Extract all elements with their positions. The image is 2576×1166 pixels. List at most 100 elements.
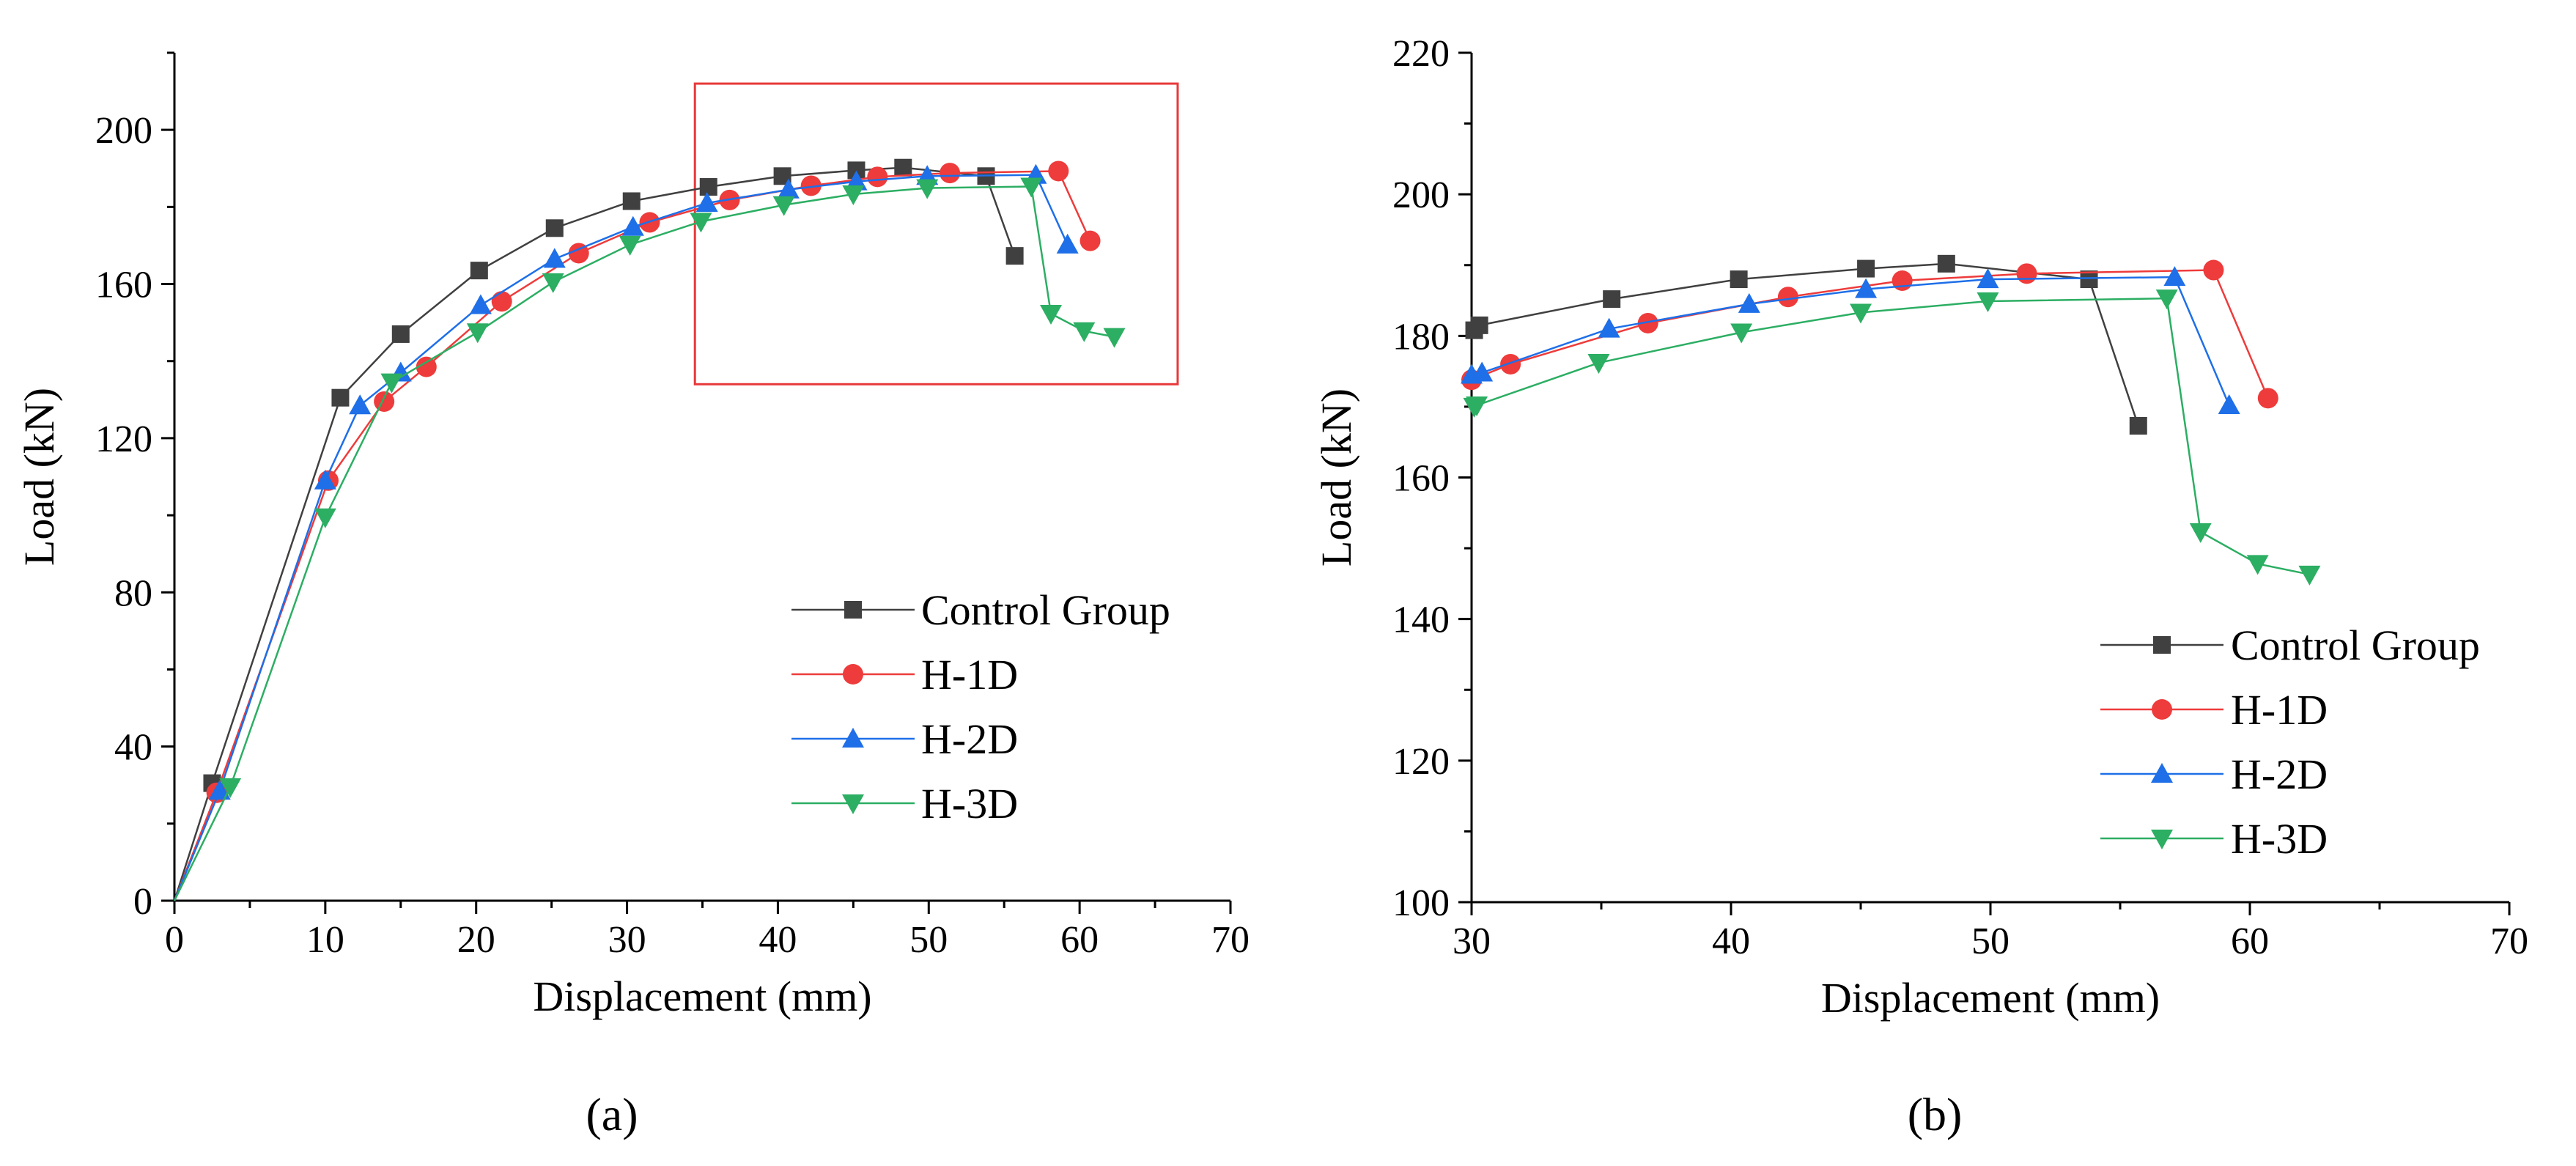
x-axis-title: Displacement (mm) bbox=[1821, 974, 2160, 1022]
y-tick-label: 40 bbox=[114, 727, 152, 769]
y-axis-title: Load (kN) bbox=[15, 388, 63, 566]
data-point-control-group bbox=[1470, 316, 1488, 334]
data-point-h-2d bbox=[695, 192, 718, 213]
data-point-h-3d bbox=[466, 323, 489, 344]
data-point-h-2d bbox=[543, 248, 566, 268]
data-point-h-3d bbox=[2155, 289, 2178, 310]
data-point-control-group bbox=[622, 192, 641, 210]
series-line-h-2d bbox=[1471, 276, 2230, 406]
y-tick-label: 120 bbox=[1392, 741, 1450, 783]
legend-label: H-3D bbox=[921, 780, 1018, 827]
legend-marker bbox=[844, 601, 862, 619]
data-point-h-3d bbox=[1103, 328, 1126, 348]
data-point-h-3d bbox=[1587, 354, 1610, 374]
data-point-h-3d bbox=[2246, 555, 2269, 575]
data-point-h-2d bbox=[314, 469, 336, 490]
legend-label: H-3D bbox=[2231, 815, 2328, 863]
legend-marker bbox=[842, 728, 864, 748]
data-point-h-2d bbox=[469, 294, 492, 314]
data-point-control-group bbox=[1937, 254, 1955, 273]
data-point-h-3d bbox=[1040, 305, 1063, 325]
y-tick-label: 200 bbox=[95, 110, 152, 152]
series-line-h-1d bbox=[1471, 269, 2269, 399]
y-tick-label: 100 bbox=[1392, 882, 1450, 924]
y-tick-label: 160 bbox=[1392, 458, 1450, 500]
x-tick-label: 40 bbox=[1712, 920, 1750, 962]
legend-item-h-2d: H-2D bbox=[791, 715, 1018, 763]
data-point-control-group bbox=[1603, 290, 1621, 309]
legend-marker bbox=[2152, 699, 2172, 720]
data-point-h-3d bbox=[619, 235, 641, 256]
legend-label: Control Group bbox=[921, 586, 1170, 634]
data-point-h-3d bbox=[772, 196, 795, 216]
legend-marker bbox=[843, 664, 863, 685]
data-point-h-3d bbox=[219, 778, 242, 798]
legend-item-h-1d: H-1D bbox=[2100, 686, 2328, 734]
data-point-control-group bbox=[699, 178, 717, 196]
series-h-3d bbox=[173, 177, 1126, 901]
x-tick-label: 60 bbox=[2231, 920, 2269, 962]
data-point-h-3d bbox=[380, 373, 403, 394]
data-point-h-1d bbox=[1777, 287, 1798, 308]
data-point-h-1d bbox=[1500, 353, 1521, 374]
data-point-h-2d bbox=[208, 780, 231, 800]
x-tick-label: 10 bbox=[306, 919, 344, 961]
series-line-h-1d bbox=[173, 170, 1091, 901]
y-tick-label: 180 bbox=[1392, 316, 1450, 358]
data-point-h-3d bbox=[1466, 396, 1488, 416]
data-point-h-2d bbox=[2163, 266, 2186, 287]
x-tick-label: 30 bbox=[608, 919, 646, 961]
data-point-h-3d bbox=[1730, 323, 1753, 344]
data-point-h-2d bbox=[1056, 233, 1079, 254]
legend-item-control-group: Control Group bbox=[791, 586, 1170, 634]
series-h-2d bbox=[1461, 266, 2240, 414]
series-control-group bbox=[1465, 254, 2147, 435]
x-tick-label: 30 bbox=[1453, 920, 1491, 962]
chart-panel-b: 30 40 50 60 70 100 120 140 160 180 200 220 Displacem… bbox=[1313, 33, 2528, 1022]
y-tick-label: 0 bbox=[133, 881, 152, 923]
panel-label-a: (a) bbox=[586, 1088, 638, 1140]
x-tick-label: 50 bbox=[1971, 920, 2009, 962]
legend-marker bbox=[842, 794, 864, 814]
data-point-h-1d bbox=[416, 356, 437, 377]
zoom-region-box bbox=[693, 82, 1179, 385]
data-point-h-1d bbox=[491, 291, 512, 312]
data-point-h-3d bbox=[2298, 565, 2321, 586]
legend-item-h-3d: H-3D bbox=[2100, 815, 2328, 863]
chart-panel-a: 0 10 20 30 40 50 60 70 0 40 80 120 160 200 Displacemen… bbox=[15, 51, 1250, 1020]
data-point-control-group bbox=[1857, 259, 1875, 278]
data-point-h-1d bbox=[1080, 230, 1101, 251]
legend-label: H-2D bbox=[921, 715, 1018, 763]
data-point-h-1d bbox=[940, 163, 961, 184]
data-point-h-1d bbox=[800, 175, 822, 196]
y-tick-label: 140 bbox=[1392, 599, 1450, 641]
data-point-h-1d bbox=[1892, 270, 1913, 291]
data-point-h-3d bbox=[1977, 292, 1999, 313]
data-point-h-2d bbox=[1855, 278, 1878, 298]
data-point-h-2d bbox=[1598, 317, 1620, 338]
data-point-h-3d bbox=[1020, 177, 1043, 198]
legend-label: H-1D bbox=[921, 651, 1018, 698]
data-point-control-group bbox=[1730, 270, 1748, 289]
data-point-h-3d bbox=[690, 213, 712, 233]
legend-item-h-1d: H-1D bbox=[791, 651, 1018, 698]
series-control-group bbox=[173, 158, 1024, 901]
data-point-h-2d bbox=[621, 215, 644, 236]
legend-marker bbox=[2153, 636, 2171, 654]
data-point-control-group bbox=[331, 388, 350, 407]
data-point-h-2d bbox=[1738, 292, 1760, 313]
data-point-control-group bbox=[1005, 247, 1024, 265]
x-tick-label: 20 bbox=[457, 919, 495, 961]
series-line-control-group bbox=[1473, 262, 2139, 427]
x-tick-label: 0 bbox=[165, 919, 184, 961]
series-h-1d bbox=[1461, 259, 2278, 409]
data-point-control-group bbox=[391, 325, 410, 343]
series-line-h-2d bbox=[173, 174, 1069, 901]
data-point-h-1d bbox=[374, 391, 395, 412]
data-point-h-3d bbox=[916, 179, 939, 199]
x-tick-label: 40 bbox=[759, 919, 797, 961]
data-point-h-3d bbox=[2189, 523, 2212, 543]
legend-item-control-group: Control Group bbox=[2100, 621, 2480, 669]
data-point-h-2d bbox=[1977, 268, 1999, 289]
